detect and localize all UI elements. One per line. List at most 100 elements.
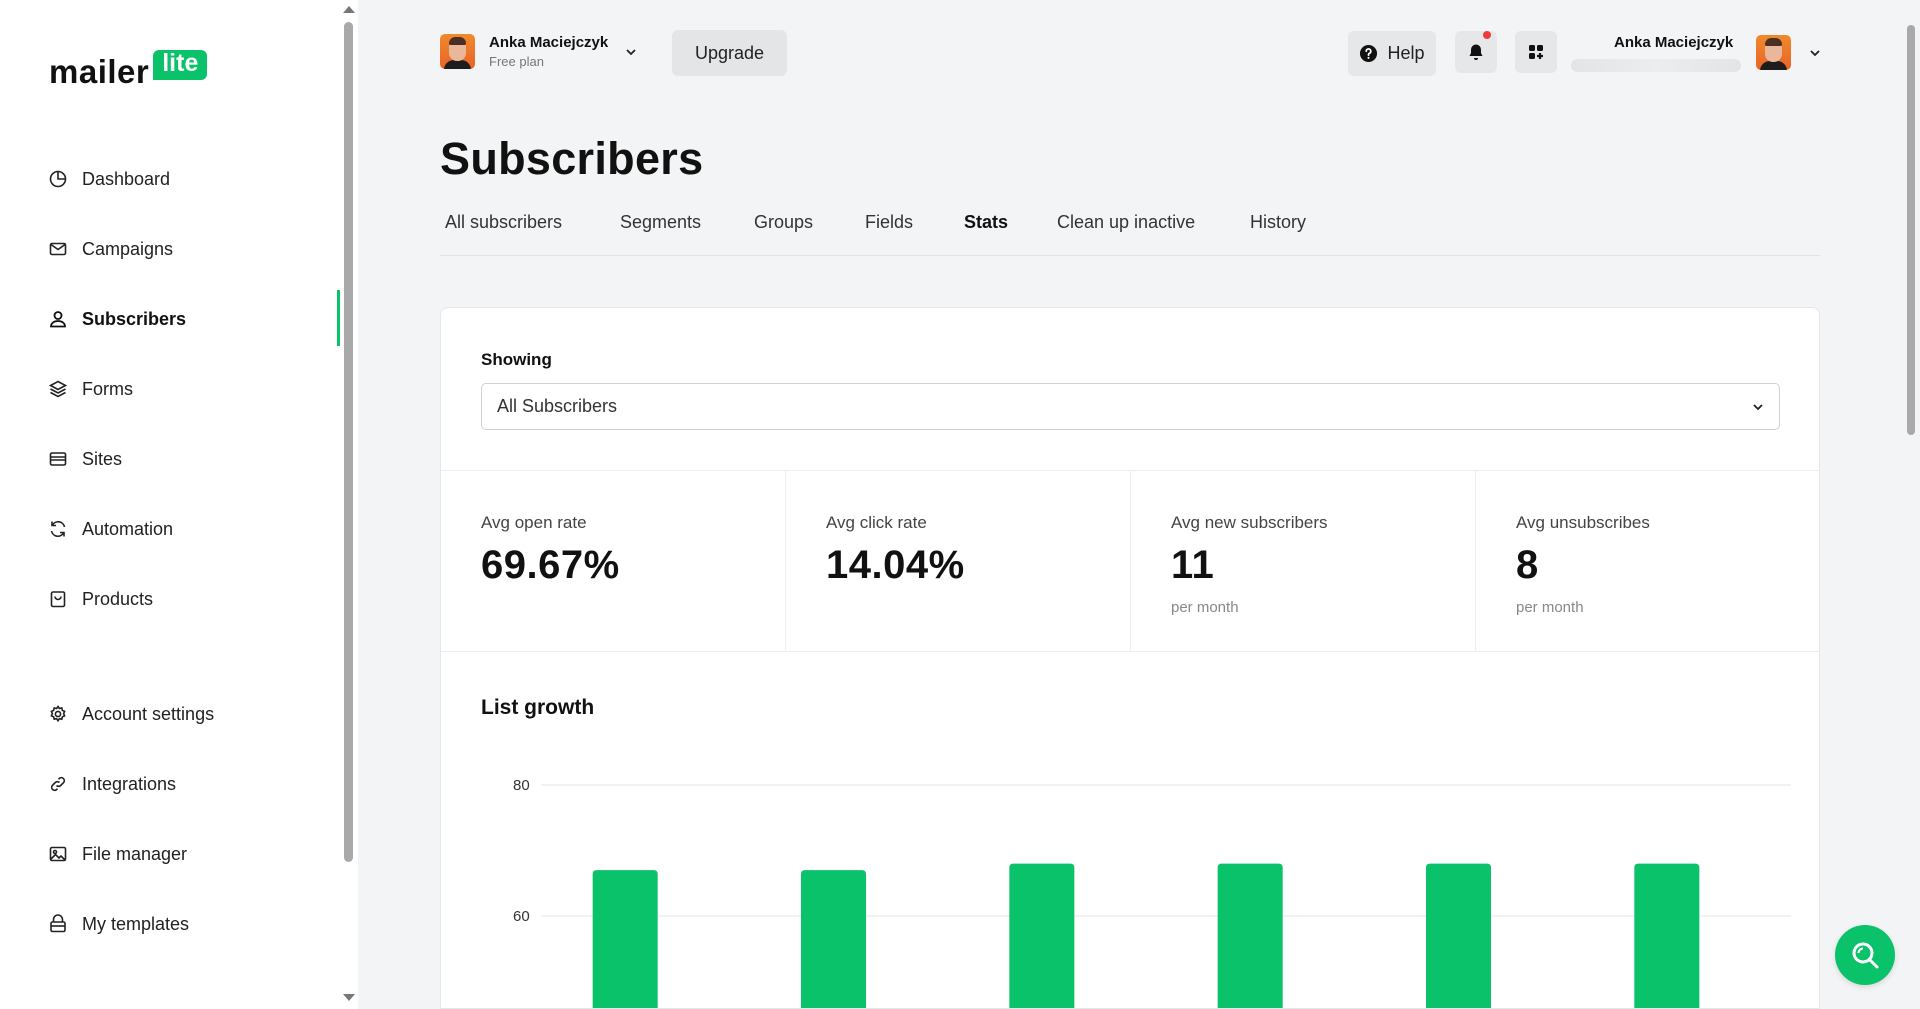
chevron-down-icon <box>626 48 636 55</box>
sidebar: mailer lite Dashboard Campaigns Subscrib… <box>0 0 358 1009</box>
tab-segments[interactable]: Segments <box>620 212 702 232</box>
layers-icon <box>48 380 68 398</box>
mailerlite-logo[interactable]: mailer lite <box>49 50 208 90</box>
help-icon <box>1360 44 1378 63</box>
stat-label: Avg unsubscribes <box>1516 513 1650 532</box>
sidebar-item-dashboard[interactable]: Dashboard <box>48 164 170 194</box>
avatar <box>1756 35 1791 70</box>
sidebar-item-label: Products <box>82 588 154 609</box>
select-value: All Subscribers <box>497 396 618 416</box>
account-plan: Free plan <box>489 54 544 69</box>
stat-label: Avg click rate <box>826 513 927 532</box>
scroll-down-arrow-icon[interactable] <box>343 994 355 1001</box>
chart-y-tick-label: 60 <box>513 908 530 925</box>
account-name: Anka Maciejczyk <box>489 34 609 51</box>
bell-icon <box>1469 44 1483 60</box>
main-scroll-thumb[interactable] <box>1907 25 1915 435</box>
browser-icon <box>49 452 67 466</box>
chart-bar[interactable] <box>1426 863 1491 1009</box>
search-help-button[interactable] <box>1835 925 1895 985</box>
chart-bar[interactable] <box>1009 863 1075 1009</box>
sidebar-item-account-settings[interactable]: Account settings <box>48 699 214 729</box>
stats-row: Avg open rate 69.67% Avg click rate 14.0… <box>441 470 1819 652</box>
upgrade-button[interactable]: Upgrade <box>672 30 787 76</box>
chart-y-tick-label: 80 <box>513 777 530 794</box>
logo-word: mailer <box>49 53 150 90</box>
list-growth-title: List growth <box>481 696 595 719</box>
tab-clean-up-inactive[interactable]: Clean up inactive <box>1057 212 1196 232</box>
stat-value: 14.04% <box>826 543 965 587</box>
tabs: All subscribers Segments Groups Fields S… <box>440 210 1820 256</box>
chart-bar[interactable] <box>1634 863 1700 1009</box>
sidebar-item-label: Automation <box>82 518 174 539</box>
tab-stats[interactable]: Stats <box>964 212 1009 232</box>
stat-value: 69.67% <box>481 543 620 587</box>
chart-bar[interactable] <box>1217 863 1283 1009</box>
sidebar-item-label: Integrations <box>82 773 177 794</box>
account-switcher[interactable]: Anka Maciejczyk Free plan <box>440 34 638 69</box>
help-button[interactable]: Help <box>1348 31 1436 76</box>
chevron-down-icon <box>1753 404 1763 411</box>
notifications-button[interactable] <box>1455 31 1497 73</box>
sidebar-scroll-thumb[interactable] <box>344 22 353 862</box>
page-title: Subscribers <box>440 133 704 184</box>
stat-unsubscribes: Avg unsubscribes 8 per month <box>1476 471 1819 651</box>
showing-label: Showing <box>481 350 552 369</box>
shopping-bag-icon <box>50 591 66 608</box>
sidebar-item-label: Dashboard <box>82 168 171 189</box>
stat-sub: per month <box>1516 599 1584 616</box>
sidebar-item-label: Campaigns <box>82 238 174 259</box>
list-growth-chart: 80 60 <box>513 777 1791 1009</box>
sidebar-item-campaigns[interactable]: Campaigns <box>48 234 173 264</box>
stat-open-rate: Avg open rate 69.67% <box>441 471 786 651</box>
sidebar-item-label: Forms <box>82 378 133 399</box>
stat-label: Avg new subscribers <box>1171 513 1328 532</box>
user-icon <box>50 311 66 328</box>
sidebar-item-integrations[interactable]: Integrations <box>48 769 176 799</box>
chevron-down-icon <box>1810 50 1820 57</box>
tab-groups[interactable]: Groups <box>754 212 814 232</box>
stat-click-rate: Avg click rate 14.04% <box>786 471 1131 651</box>
help-label: Help <box>1387 43 1425 63</box>
apps-grid-icon <box>1529 45 1543 59</box>
template-icon <box>50 914 66 933</box>
subscriber-filter-select[interactable]: All Subscribers <box>481 383 1780 430</box>
scroll-up-arrow-icon[interactable] <box>343 6 355 13</box>
sidebar-item-sites[interactable]: Sites <box>48 444 122 474</box>
chart-bar[interactable] <box>592 870 658 1009</box>
refresh-icon <box>50 521 66 537</box>
search-icon <box>1852 942 1879 969</box>
sidebar-item-my-templates[interactable]: My templates <box>48 909 189 939</box>
main-scrollbar[interactable] <box>1902 0 1920 1009</box>
sidebar-item-file-manager[interactable]: File manager <box>48 839 187 869</box>
image-icon <box>49 846 67 862</box>
tab-history[interactable]: History <box>1250 212 1307 232</box>
stat-sub: per month <box>1171 599 1239 616</box>
tab-fields[interactable]: Fields <box>865 212 914 232</box>
sidebar-item-products[interactable]: Products <box>48 584 153 614</box>
link-icon <box>50 776 66 792</box>
sidebar-item-label: Account settings <box>82 703 215 724</box>
notification-dot <box>1483 31 1491 39</box>
sidebar-item-subscribers[interactable]: Subscribers <box>48 304 186 334</box>
active-indicator <box>337 290 340 346</box>
stat-value: 11 <box>1171 543 1215 587</box>
stat-new-subscribers: Avg new subscribers 11 per month <box>1131 471 1476 651</box>
avatar <box>440 34 475 69</box>
sidebar-item-label: File manager <box>82 843 188 864</box>
sidebar-scrollbar[interactable] <box>340 0 358 1009</box>
mail-icon <box>49 242 67 256</box>
sidebar-item-label: My templates <box>82 913 190 934</box>
chart-bar[interactable] <box>801 870 866 1009</box>
sidebar-item-forms[interactable]: Forms <box>48 374 133 404</box>
stat-value: 8 <box>1516 543 1539 587</box>
gear-icon <box>50 705 66 723</box>
user-name: Anka Maciejczyk <box>1614 34 1734 51</box>
sidebar-item-automation[interactable]: Automation <box>48 514 173 544</box>
sidebar-item-label: Subscribers <box>82 308 187 329</box>
apps-button[interactable] <box>1515 31 1557 73</box>
stats-card: Showing All Subscribers Avg open rate 69… <box>440 307 1820 1009</box>
dashboard-icon <box>49 170 67 188</box>
tab-all-subscribers[interactable]: All subscribers <box>445 212 563 232</box>
sidebar-item-label: Sites <box>82 448 123 469</box>
